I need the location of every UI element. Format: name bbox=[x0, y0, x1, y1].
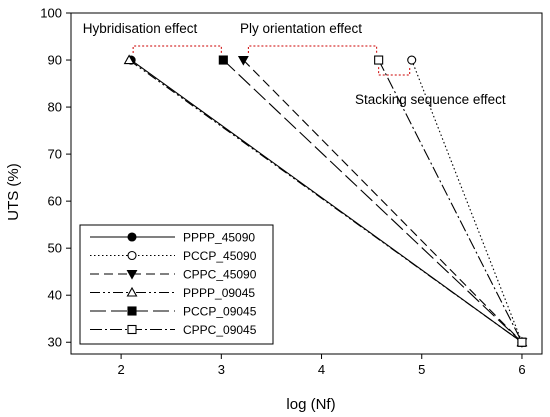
plot-frame bbox=[70, 12, 543, 355]
x-tick-label: 2 bbox=[117, 362, 124, 377]
y-tick-label: 40 bbox=[48, 288, 62, 303]
legend-label: PCCP_45090 bbox=[183, 249, 257, 263]
plot-area bbox=[70, 12, 543, 355]
data-point bbox=[517, 337, 527, 347]
y-tick-label: 50 bbox=[48, 241, 62, 256]
series-line bbox=[222, 59, 523, 343]
x-axis-title: log (Nf) bbox=[286, 396, 335, 413]
y-tick-label: 80 bbox=[48, 100, 62, 115]
x-tick-label: 3 bbox=[218, 362, 225, 377]
legend-label: PPPP_45090 bbox=[183, 230, 255, 244]
y-axis-title: UTS (%) bbox=[5, 163, 22, 221]
y-tick-label: 90 bbox=[48, 53, 62, 68]
series-line bbox=[378, 59, 523, 343]
legend-label: CPPC_45090 bbox=[183, 267, 257, 281]
annotation-label: Stacking sequence effect bbox=[355, 92, 506, 107]
series-group bbox=[123, 54, 528, 348]
series-cppc-09045 bbox=[374, 55, 527, 347]
legend-marker bbox=[126, 286, 138, 297]
series-line bbox=[242, 59, 523, 343]
series-line bbox=[130, 59, 523, 343]
annotation-0: Hybridisation effect bbox=[83, 21, 222, 53]
legend-marker bbox=[126, 269, 138, 280]
legend-label: PPPP_09045 bbox=[183, 286, 255, 300]
legend-item: PCCP_45090 bbox=[90, 249, 257, 263]
y-tick-label: 70 bbox=[48, 147, 62, 162]
x-tick-label: 5 bbox=[418, 362, 425, 377]
annotation-label: Hybridisation effect bbox=[83, 21, 198, 36]
legend-label: PCCP_09045 bbox=[183, 304, 257, 318]
axis-ticks: 2 3 4 5 6 30 40 50 60 70 80 90 100 bbox=[40, 6, 525, 378]
data-point bbox=[237, 55, 249, 66]
annotation-1: Ply orientation effect bbox=[240, 21, 378, 53]
annotation-2: Stacking sequence effect bbox=[355, 67, 506, 107]
data-point bbox=[123, 54, 135, 65]
data-point bbox=[374, 55, 384, 65]
legend-item: PCCP_09045 bbox=[90, 304, 257, 318]
legend-label: CPPC_09045 bbox=[183, 323, 257, 337]
legend-item: PPPP_09045 bbox=[90, 286, 255, 300]
annotation-bracket bbox=[247, 45, 378, 53]
y-tick-label: 100 bbox=[40, 6, 62, 21]
legend: PPPP_45090 PCCP_45090 CPPC_45090 PPPP_09045… bbox=[79, 224, 274, 345]
legend-marker bbox=[127, 250, 137, 261]
legend-item: CPPC_45090 bbox=[90, 267, 257, 281]
legend-item: PPPP_45090 bbox=[90, 230, 255, 244]
annotation-bracket bbox=[132, 45, 222, 53]
y-tick-label: 30 bbox=[48, 335, 62, 350]
annotation-label: Ply orientation effect bbox=[240, 21, 362, 36]
legend-item: CPPC_09045 bbox=[90, 323, 257, 337]
x-tick-label: 4 bbox=[318, 362, 325, 377]
legend-marker bbox=[127, 324, 137, 335]
data-point bbox=[407, 55, 417, 65]
legend-box bbox=[79, 224, 274, 345]
x-tick-label: 6 bbox=[518, 362, 525, 377]
legend-marker bbox=[127, 232, 137, 242]
y-tick-label: 60 bbox=[48, 194, 62, 209]
series-line bbox=[411, 59, 523, 343]
legend-marker bbox=[127, 306, 137, 316]
data-point bbox=[218, 55, 228, 65]
annotations: Hybridisation effect Ply orientation effe… bbox=[83, 21, 506, 107]
